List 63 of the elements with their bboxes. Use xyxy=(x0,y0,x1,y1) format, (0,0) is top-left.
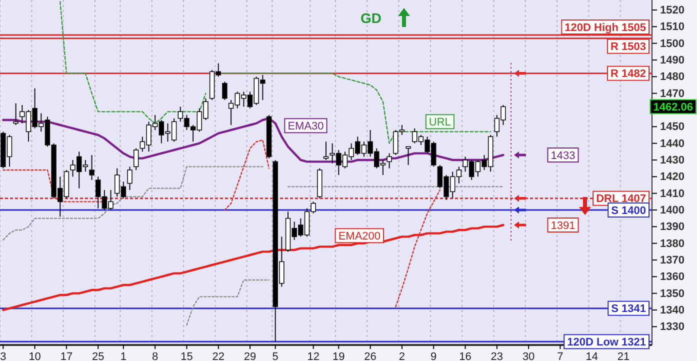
y-tick-label: 1480 xyxy=(660,71,684,84)
x-tick-label: 26 xyxy=(364,350,376,361)
x-tick-label: 16 xyxy=(459,350,472,361)
candlestick xyxy=(13,102,18,126)
candlestick xyxy=(127,166,132,190)
x-tick-label: 14 xyxy=(586,350,598,361)
x-tick-label: 8 xyxy=(152,350,158,361)
y-tick-label: 1370 xyxy=(660,254,684,267)
y-tick-label: 1500 xyxy=(660,38,684,50)
x-tick-label: 22 xyxy=(212,350,225,361)
candlestick xyxy=(406,146,411,166)
candlestick xyxy=(386,152,392,169)
line-series xyxy=(186,279,270,326)
ref-line-label: S 1341 xyxy=(611,303,646,316)
x-tick-label: 19 xyxy=(332,350,345,361)
x-tick-label: 21 xyxy=(617,350,630,361)
x-tick-label: 12 xyxy=(307,350,320,361)
ref-line-label: DRL 1407 xyxy=(596,193,646,206)
line-series xyxy=(2,224,504,312)
x-tick-label: 7 xyxy=(557,350,564,361)
x-tick-label: 15 xyxy=(180,350,193,361)
x-tick-label: 23 xyxy=(490,350,504,361)
y-tick-label: 1490 xyxy=(660,54,684,67)
y-tick-label: 1440 xyxy=(660,138,684,150)
y-tick-label: 1410 xyxy=(660,188,684,200)
y-tick-label: 1450 xyxy=(660,121,684,134)
ref-line-label: 120D High 1505 xyxy=(564,22,646,34)
ref-line-label: R 1482 xyxy=(610,68,646,80)
x-tick-label: 25 xyxy=(92,350,104,361)
y-tick-label: 1430 xyxy=(660,154,684,167)
x-tick-label: 1 xyxy=(120,350,126,361)
x-tick-label: 3 xyxy=(0,350,6,361)
series-label: URL xyxy=(428,116,451,129)
x-tick-label: 29 xyxy=(244,350,256,361)
x-tick-label: 9 xyxy=(430,350,437,361)
text: 1462.06 xyxy=(653,102,693,114)
y-tick-label: 1350 xyxy=(660,288,684,300)
series-label: EMA200 xyxy=(338,230,381,243)
y-tick-label: 1400 xyxy=(660,204,684,217)
ref-line-label: 120D Low 1321 xyxy=(567,336,646,349)
candlestick xyxy=(89,154,94,180)
y-tick-label: 1470 xyxy=(660,88,684,100)
y-tick-label: 1360 xyxy=(660,271,684,284)
y-tick-label: 1420 xyxy=(660,171,684,184)
annotation: GD xyxy=(360,10,382,26)
candlestick xyxy=(133,148,139,170)
x-tick-label: 10 xyxy=(28,350,41,361)
x-tick-label: 30 xyxy=(522,350,535,361)
series-label: EMA30 xyxy=(288,120,324,133)
annotation: 1433 xyxy=(550,150,576,162)
y-tick-label: 1330 xyxy=(660,321,684,334)
x-tick-label: 2 xyxy=(398,350,406,361)
ref-line-label: R 1503 xyxy=(610,41,646,54)
y-tick-label: 1340 xyxy=(660,304,684,317)
candlestick xyxy=(222,81,228,100)
x-tick-label: 5 xyxy=(272,350,278,361)
x-tick-label: 17 xyxy=(60,350,73,361)
y-tick-label: 1510 xyxy=(660,21,684,34)
y-tick-label: 1390 xyxy=(660,221,684,234)
ref-line-label: S 1400 xyxy=(611,204,646,217)
y-tick-label: 1380 xyxy=(660,238,684,250)
y-tick-label: 1520 xyxy=(660,4,684,17)
annotation: 1391 xyxy=(550,220,576,232)
